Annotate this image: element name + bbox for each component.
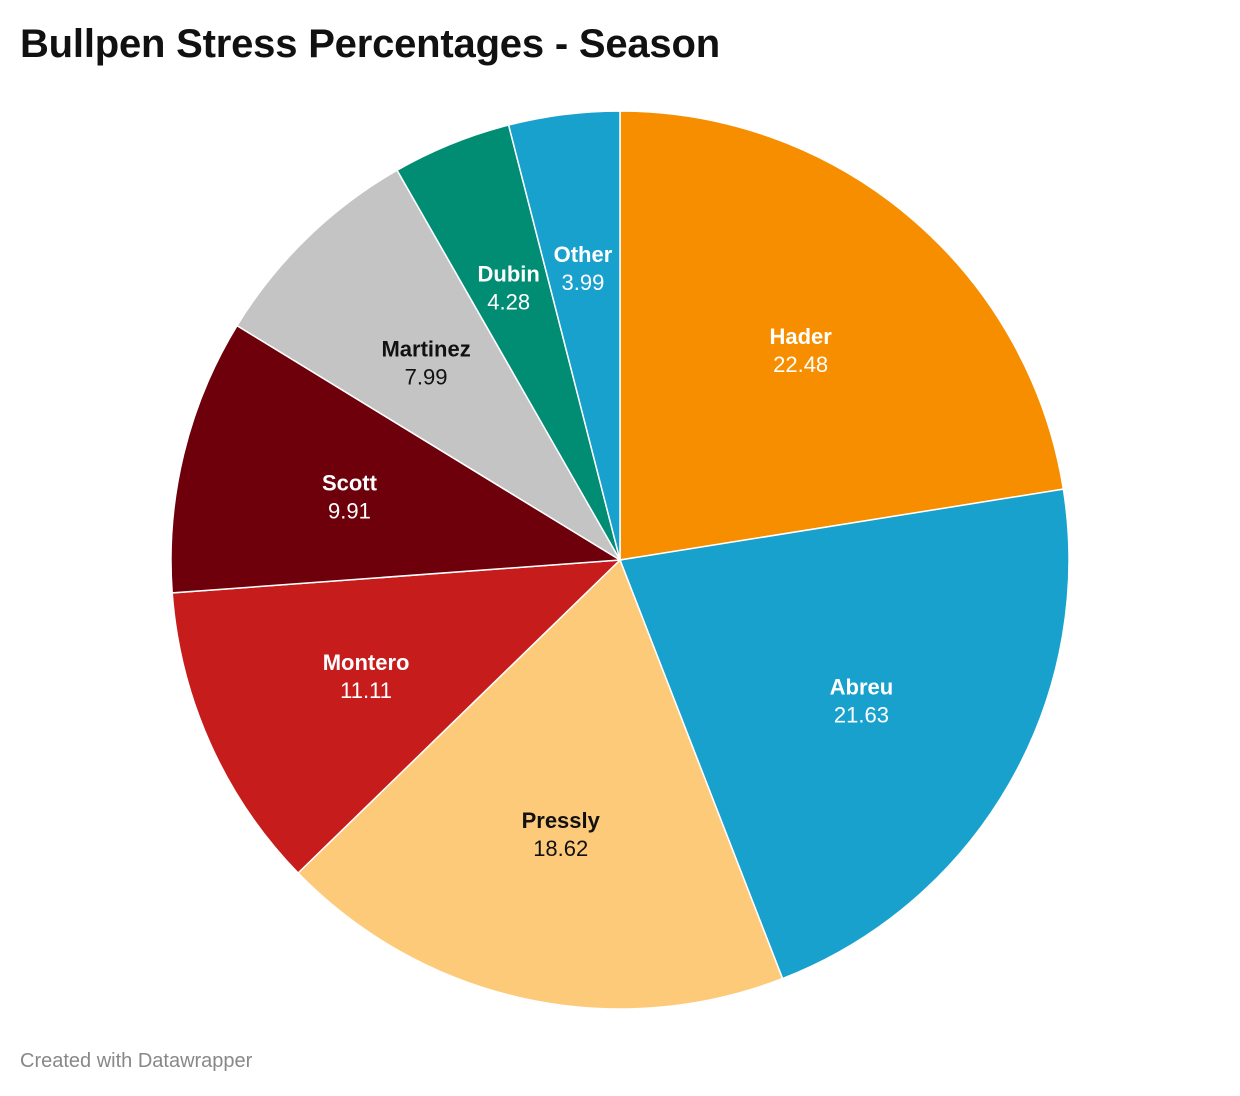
credit-footer: Created with Datawrapper	[20, 1050, 253, 1072]
chart-title: Bullpen Stress Percentages - Season	[20, 22, 720, 66]
slice-label-scott: Scott	[322, 470, 378, 495]
pie-slice-martinez	[236, 169, 621, 561]
pie-slices	[170, 110, 1070, 1010]
slice-value-scott: 9.91	[328, 498, 371, 523]
slice-label-pressly: Pressly	[522, 808, 601, 833]
slice-label-hader: Hader	[769, 324, 832, 349]
slice-value-abreu: 21.63	[834, 703, 889, 728]
slice-value-martinez: 7.99	[405, 364, 448, 389]
slice-value-other: 3.99	[562, 270, 605, 295]
pie-slice-montero	[171, 559, 623, 875]
slice-value-pressly: 18.62	[533, 836, 588, 861]
pie-slice-hader	[619, 110, 1065, 561]
pie-labels: Hader 22.48 Abreu 21.63 Pressly 18.62 Montero 1…	[322, 242, 893, 861]
slice-label-montero: Montero	[323, 650, 410, 675]
pie-slice-other	[507, 110, 621, 561]
slice-label-martinez: Martinez	[381, 336, 470, 361]
slice-label-dubin: Dubin	[478, 261, 540, 286]
pie-slice-pressly	[297, 558, 784, 1010]
pie-slice-scott	[170, 324, 623, 594]
slice-value-montero: 11.11	[340, 678, 392, 703]
slice-value-dubin: 4.28	[487, 289, 530, 314]
slice-label-other: Other	[554, 242, 613, 267]
slice-value-hader: 22.48	[773, 352, 828, 377]
slice-label-abreu: Abreu	[830, 675, 894, 700]
pie-slice-abreu	[618, 488, 1070, 980]
